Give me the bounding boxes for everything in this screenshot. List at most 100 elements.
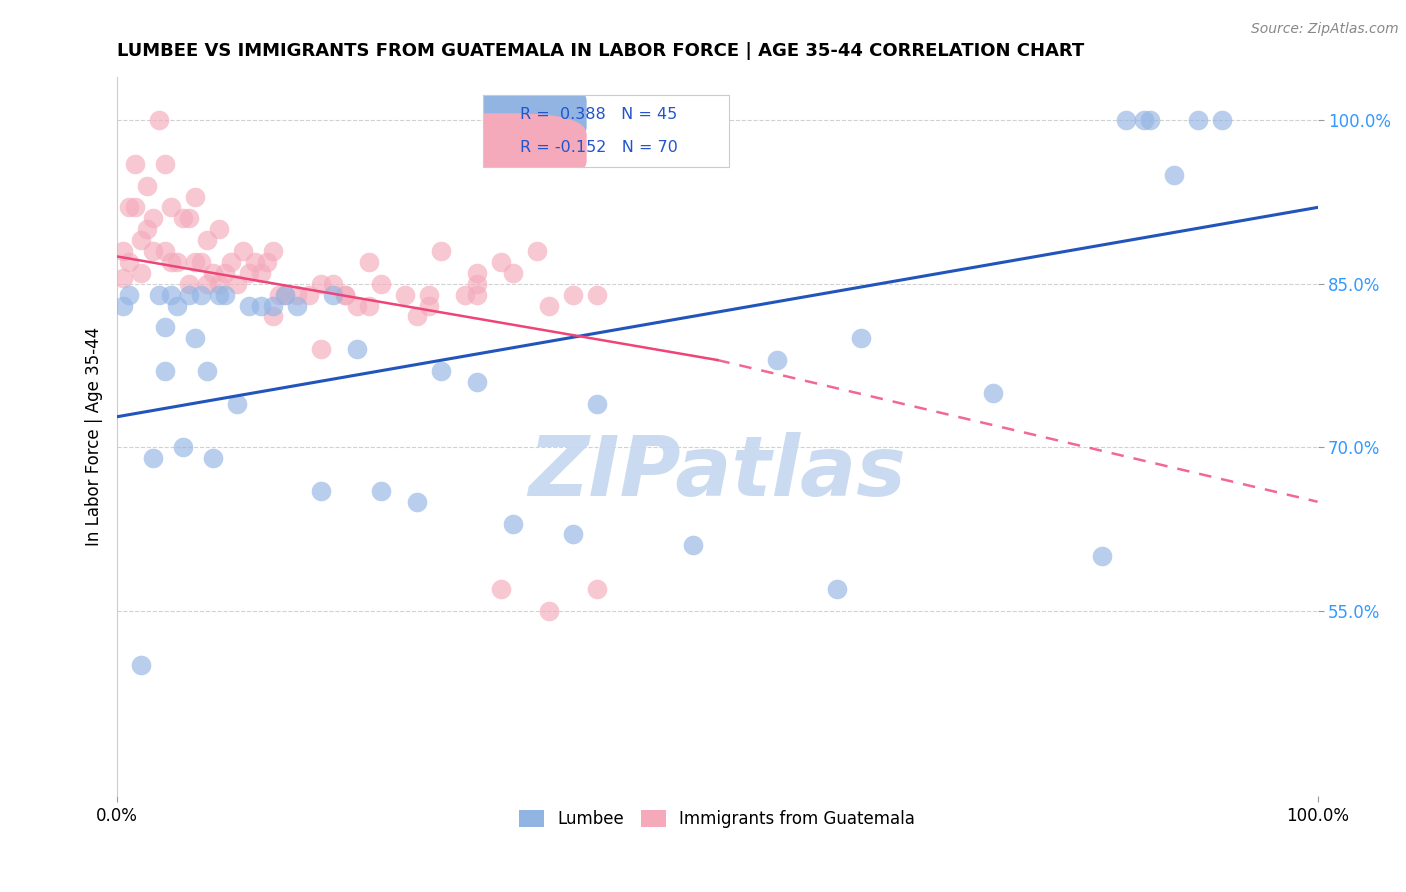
Point	[491, 582, 513, 596]
Point	[285, 287, 308, 301]
Point	[465, 287, 488, 301]
Point	[232, 244, 254, 258]
Point	[179, 211, 201, 226]
Point	[370, 483, 392, 498]
Point	[190, 255, 212, 269]
Point	[208, 277, 231, 291]
Point	[153, 157, 176, 171]
Point	[682, 538, 704, 552]
Point	[238, 299, 260, 313]
Point	[142, 211, 165, 226]
Point	[250, 266, 273, 280]
Point	[124, 157, 146, 171]
Point	[136, 178, 159, 193]
Point	[309, 342, 332, 356]
Point	[274, 287, 297, 301]
Point	[766, 353, 789, 368]
Point	[298, 287, 321, 301]
Text: Source: ZipAtlas.com: Source: ZipAtlas.com	[1251, 22, 1399, 37]
Point	[262, 310, 284, 324]
Point	[269, 287, 291, 301]
Point	[465, 277, 488, 291]
Point	[309, 277, 332, 291]
Point	[454, 287, 477, 301]
Point	[370, 277, 392, 291]
Point	[262, 299, 284, 313]
Point	[335, 287, 357, 301]
Point	[148, 113, 170, 128]
Point	[160, 255, 183, 269]
Legend: Lumbee, Immigrants from Guatemala: Lumbee, Immigrants from Guatemala	[513, 803, 922, 835]
Point	[179, 277, 201, 291]
Point	[160, 201, 183, 215]
Point	[184, 331, 207, 345]
Point	[179, 287, 201, 301]
Point	[226, 397, 249, 411]
Point	[262, 244, 284, 258]
Point	[195, 364, 218, 378]
Point	[562, 287, 585, 301]
Point	[160, 287, 183, 301]
Point	[827, 582, 849, 596]
Point	[322, 287, 344, 301]
Point	[586, 287, 609, 301]
Point	[118, 201, 141, 215]
Point	[526, 244, 548, 258]
Point	[406, 494, 429, 508]
Point	[851, 331, 873, 345]
Point	[136, 222, 159, 236]
Point	[226, 277, 249, 291]
Point	[142, 451, 165, 466]
Point	[586, 582, 609, 596]
Point	[430, 364, 453, 378]
Point	[346, 299, 368, 313]
Point	[245, 255, 267, 269]
Point	[142, 244, 165, 258]
Point	[214, 287, 236, 301]
Y-axis label: In Labor Force | Age 35-44: In Labor Force | Age 35-44	[86, 326, 103, 546]
Point	[586, 397, 609, 411]
Point	[335, 287, 357, 301]
Point	[538, 604, 561, 618]
Point	[562, 527, 585, 541]
Point	[1187, 113, 1209, 128]
Point	[129, 266, 152, 280]
Point	[148, 287, 170, 301]
Point	[166, 255, 188, 269]
Point	[208, 222, 231, 236]
Point	[418, 287, 440, 301]
Point	[195, 233, 218, 247]
Point	[1132, 113, 1154, 128]
Point	[153, 320, 176, 334]
Point	[112, 271, 135, 285]
Point	[250, 299, 273, 313]
Point	[184, 189, 207, 203]
Point	[202, 451, 225, 466]
Point	[214, 266, 236, 280]
Point	[491, 255, 513, 269]
Point	[538, 299, 561, 313]
Point	[129, 233, 152, 247]
Point	[359, 255, 381, 269]
Point	[1115, 113, 1137, 128]
Point	[274, 287, 297, 301]
Point	[238, 266, 260, 280]
Point	[190, 287, 212, 301]
Point	[118, 255, 141, 269]
Point	[256, 255, 278, 269]
Point	[195, 277, 218, 291]
Point	[219, 255, 242, 269]
Point	[983, 385, 1005, 400]
Point	[118, 287, 141, 301]
Point	[502, 516, 524, 531]
Point	[1163, 168, 1185, 182]
Point	[359, 299, 381, 313]
Point	[285, 299, 308, 313]
Point	[112, 244, 135, 258]
Point	[394, 287, 416, 301]
Point	[184, 255, 207, 269]
Point	[465, 375, 488, 389]
Text: ZIPatlas: ZIPatlas	[529, 432, 907, 513]
Point	[172, 211, 194, 226]
Point	[430, 244, 453, 258]
